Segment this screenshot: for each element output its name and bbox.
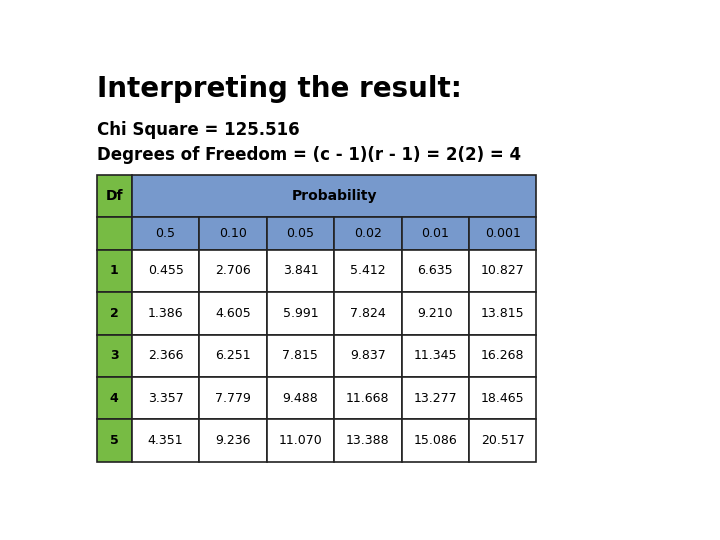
- Text: 20.517: 20.517: [481, 434, 525, 447]
- Bar: [334, 334, 402, 377]
- Text: 6.251: 6.251: [215, 349, 251, 362]
- Bar: [469, 292, 536, 334]
- Bar: [402, 217, 469, 249]
- Text: 0.01: 0.01: [421, 227, 449, 240]
- Bar: [96, 420, 132, 462]
- Bar: [469, 420, 536, 462]
- Text: 10.827: 10.827: [481, 264, 525, 278]
- Bar: [96, 175, 132, 217]
- Bar: [402, 292, 469, 334]
- Bar: [96, 292, 132, 334]
- Bar: [96, 217, 132, 249]
- Text: 1: 1: [110, 264, 119, 278]
- Bar: [96, 377, 132, 420]
- Bar: [199, 249, 266, 292]
- Text: 7.779: 7.779: [215, 392, 251, 404]
- Bar: [132, 217, 199, 249]
- Text: 13.815: 13.815: [481, 307, 524, 320]
- Text: 5.991: 5.991: [283, 307, 318, 320]
- Bar: [334, 292, 402, 334]
- Text: 5: 5: [110, 434, 119, 447]
- Text: 2.366: 2.366: [148, 349, 184, 362]
- Bar: [402, 249, 469, 292]
- Bar: [132, 334, 199, 377]
- Text: 11.668: 11.668: [346, 392, 390, 404]
- Text: 11.070: 11.070: [279, 434, 323, 447]
- Bar: [334, 217, 402, 249]
- Text: 18.465: 18.465: [481, 392, 524, 404]
- Text: 3: 3: [110, 349, 119, 362]
- Text: 3.357: 3.357: [148, 392, 184, 404]
- Text: 9.236: 9.236: [215, 434, 251, 447]
- Text: 0.5: 0.5: [156, 227, 176, 240]
- Bar: [96, 334, 132, 377]
- Bar: [132, 420, 199, 462]
- Bar: [199, 334, 266, 377]
- Bar: [402, 377, 469, 420]
- Text: Df: Df: [106, 189, 123, 203]
- Text: 16.268: 16.268: [481, 349, 524, 362]
- Text: 0.10: 0.10: [219, 227, 247, 240]
- Text: 13.388: 13.388: [346, 434, 390, 447]
- Bar: [266, 249, 334, 292]
- Bar: [96, 249, 132, 292]
- Text: 11.345: 11.345: [413, 349, 457, 362]
- Bar: [402, 334, 469, 377]
- Text: 0.455: 0.455: [148, 264, 184, 278]
- Text: Degrees of Freedom = (c - 1)(r - 1) = 2(2) = 4: Degrees of Freedom = (c - 1)(r - 1) = 2(…: [96, 146, 521, 164]
- Bar: [199, 377, 266, 420]
- Bar: [334, 249, 402, 292]
- Bar: [266, 377, 334, 420]
- Text: 7.815: 7.815: [282, 349, 318, 362]
- Text: 3.841: 3.841: [283, 264, 318, 278]
- Text: 6.635: 6.635: [418, 264, 453, 278]
- Text: 2.706: 2.706: [215, 264, 251, 278]
- Text: 2: 2: [110, 307, 119, 320]
- Text: 0.05: 0.05: [287, 227, 315, 240]
- Bar: [132, 377, 199, 420]
- Text: 5.412: 5.412: [350, 264, 386, 278]
- Text: 7.824: 7.824: [350, 307, 386, 320]
- Bar: [199, 292, 266, 334]
- Bar: [132, 292, 199, 334]
- Bar: [266, 334, 334, 377]
- Bar: [334, 377, 402, 420]
- Bar: [266, 420, 334, 462]
- Bar: [132, 175, 536, 217]
- Bar: [469, 334, 536, 377]
- Text: Probability: Probability: [292, 189, 377, 203]
- Text: Chi Square = 125.516: Chi Square = 125.516: [96, 121, 300, 139]
- Text: 0.001: 0.001: [485, 227, 521, 240]
- Text: 4.605: 4.605: [215, 307, 251, 320]
- Text: 4.351: 4.351: [148, 434, 184, 447]
- Bar: [469, 377, 536, 420]
- Bar: [199, 420, 266, 462]
- Text: 15.086: 15.086: [413, 434, 457, 447]
- Text: 9.837: 9.837: [350, 349, 386, 362]
- Text: 1.386: 1.386: [148, 307, 184, 320]
- Text: 0.02: 0.02: [354, 227, 382, 240]
- Bar: [266, 292, 334, 334]
- Bar: [402, 420, 469, 462]
- Text: 9.488: 9.488: [282, 392, 318, 404]
- Text: 9.210: 9.210: [418, 307, 453, 320]
- Text: 13.277: 13.277: [413, 392, 457, 404]
- Bar: [266, 217, 334, 249]
- Bar: [334, 420, 402, 462]
- Bar: [469, 249, 536, 292]
- Bar: [132, 249, 199, 292]
- Bar: [469, 217, 536, 249]
- Text: Interpreting the result:: Interpreting the result:: [96, 75, 462, 103]
- Bar: [199, 217, 266, 249]
- Text: 4: 4: [110, 392, 119, 404]
